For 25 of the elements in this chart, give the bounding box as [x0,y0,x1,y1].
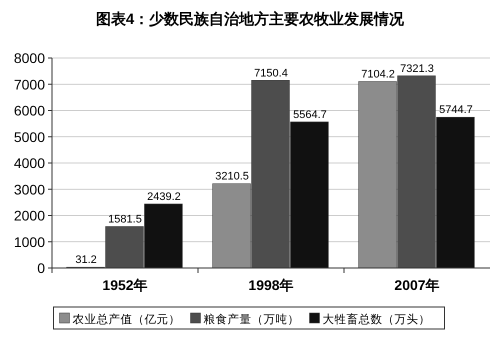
y-tick-label: 3000 [14,181,46,198]
legend-label: 农业总产值（亿元） [72,312,180,326]
y-tick-label: 8000 [14,50,46,66]
legend-label: 粮食产量（万吨） [204,312,300,326]
chart-title: 图表4：少数民族自治地方主要农牧业发展情况 [96,10,406,28]
data-label: 5744.7 [439,104,473,116]
data-label: 31.2 [75,254,97,266]
data-label: 3210.5 [215,170,249,183]
x-tick-label: 2007年 [394,277,440,293]
data-label: 7104.2 [361,68,395,81]
y-tick-label: 1000 [14,234,46,250]
y-tick-label: 4000 [14,155,46,171]
data-label: 7150.4 [254,67,288,80]
y-tick-label: 7000 [14,76,46,92]
legend-label: 大牲畜总数（万头） [322,312,430,326]
y-tick-label: 5000 [14,128,46,145]
y-tick-label: 6000 [14,102,46,118]
data-label: 1581.5 [108,213,142,226]
data-label: 2439.2 [147,190,181,203]
x-tick-label: 1952年 [102,277,148,293]
y-tick-label: 0 [37,260,46,276]
y-tick-label: 2000 [14,208,46,224]
x-tick-label: 1998年 [248,277,294,293]
data-label: 7321.3 [400,62,434,75]
data-label: 5564.7 [293,108,327,121]
